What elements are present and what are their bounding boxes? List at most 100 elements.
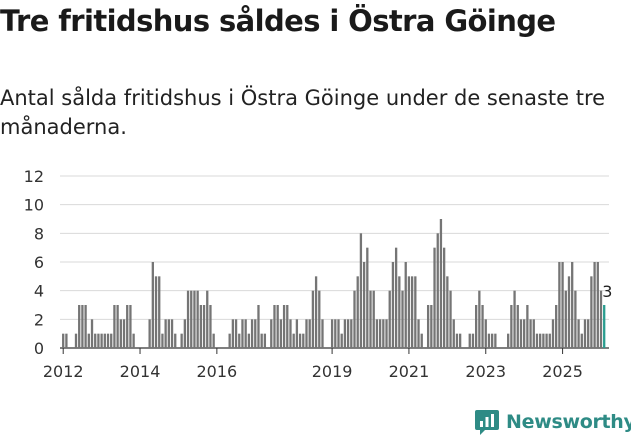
bar — [519, 319, 523, 348]
bar — [414, 276, 417, 348]
bar — [103, 333, 106, 348]
bar — [455, 333, 459, 348]
bar — [292, 333, 295, 348]
bar — [164, 319, 167, 348]
bar — [564, 290, 567, 348]
bar — [494, 333, 497, 348]
bar — [273, 305, 276, 348]
bar — [129, 305, 132, 348]
bar — [228, 333, 231, 348]
bar — [247, 333, 251, 348]
bar — [599, 290, 603, 348]
bar — [468, 333, 471, 348]
bar — [286, 305, 289, 348]
bar — [430, 305, 433, 348]
bar — [126, 305, 129, 348]
bar — [596, 262, 599, 348]
bar — [250, 319, 254, 348]
bar — [282, 305, 286, 348]
bar — [391, 262, 395, 348]
bar — [122, 319, 126, 348]
bar — [212, 333, 215, 348]
bar — [343, 319, 347, 348]
bar — [385, 319, 388, 348]
bar — [174, 333, 177, 348]
bar — [257, 305, 260, 348]
bar — [74, 333, 78, 348]
bar — [571, 262, 574, 348]
bar — [318, 290, 321, 348]
bar — [398, 276, 401, 348]
newsworthy-icon — [475, 410, 499, 435]
bar — [433, 247, 436, 348]
bar — [62, 333, 65, 348]
bar — [94, 333, 97, 348]
bar — [199, 305, 203, 348]
bar — [442, 247, 446, 348]
bar — [244, 319, 247, 348]
bar — [337, 319, 340, 348]
bar — [196, 290, 199, 348]
bar — [276, 305, 279, 348]
bar — [254, 319, 257, 348]
x-tick-label: 2016 — [196, 362, 237, 381]
bar — [558, 262, 561, 348]
bar — [446, 276, 449, 348]
bar — [116, 305, 119, 348]
bar — [340, 333, 343, 348]
bar — [452, 319, 455, 348]
bar-chart: 0 2 4 6 8 10 12 3 2012 2014 2016 2019 2021 2023 2025 — [24, 167, 613, 381]
bar — [410, 276, 414, 348]
x-tick-label: 2012 — [43, 362, 84, 381]
bar — [567, 276, 571, 348]
bar — [170, 319, 174, 348]
bar — [388, 290, 391, 348]
y-tick-label: 8 — [34, 224, 44, 243]
x-tick-label: 2025 — [542, 362, 583, 381]
bar — [334, 319, 337, 348]
bar — [574, 290, 577, 348]
bar — [305, 319, 308, 348]
newsworthy-logo: Newsworthy — [474, 407, 631, 437]
bar — [78, 305, 81, 348]
bar — [353, 290, 356, 348]
bar — [449, 290, 452, 348]
bar — [394, 247, 398, 348]
x-tick-label: 2014 — [120, 362, 161, 381]
bar — [110, 333, 113, 348]
bar — [542, 333, 545, 348]
bar — [587, 319, 590, 348]
bar — [529, 319, 532, 348]
bar — [298, 333, 302, 348]
bar — [507, 333, 510, 348]
bar — [231, 319, 235, 348]
bar — [526, 305, 529, 348]
bar — [311, 290, 315, 348]
x-tick-label: 2023 — [465, 362, 506, 381]
bar — [516, 305, 519, 348]
bar — [366, 247, 369, 348]
bar — [241, 319, 244, 348]
bar — [289, 319, 292, 348]
bar — [491, 333, 494, 348]
y-tick-label: 10 — [24, 196, 44, 215]
bar — [161, 333, 164, 348]
bar — [382, 319, 385, 348]
y-tick-label: 4 — [34, 282, 44, 301]
bar — [590, 276, 593, 348]
bar — [87, 333, 90, 348]
bar — [270, 319, 273, 348]
bar — [401, 290, 404, 348]
bar — [81, 305, 84, 348]
bar — [113, 305, 116, 348]
bar — [106, 333, 110, 348]
x-tick-label: 2021 — [389, 362, 430, 381]
bar-highlight — [603, 305, 606, 348]
bar — [484, 319, 487, 348]
bar — [439, 219, 443, 348]
bar — [238, 333, 241, 348]
bar — [314, 276, 318, 348]
bar — [583, 319, 587, 348]
bar — [593, 262, 596, 348]
bar — [100, 333, 103, 348]
